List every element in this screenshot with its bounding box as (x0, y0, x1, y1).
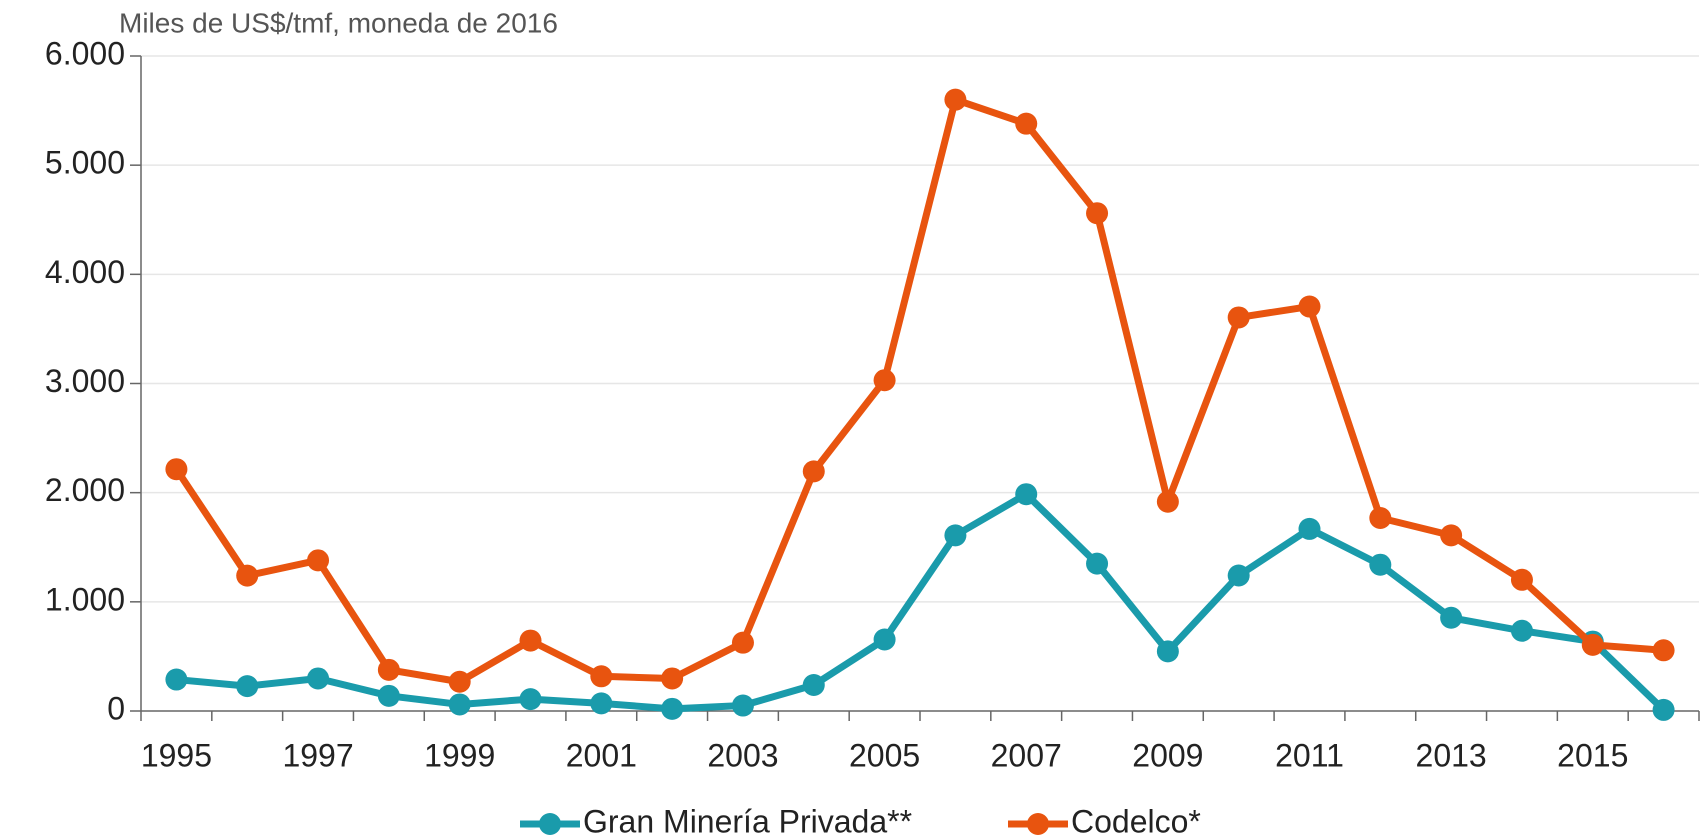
series-line (173, 96, 1664, 686)
data-point (731, 694, 754, 717)
x-tick-label: 2003 (707, 737, 778, 773)
data-point (944, 524, 967, 547)
legend-marker (539, 813, 561, 835)
x-tick-label: 1995 (141, 737, 212, 773)
y-tick-label: 6.000 (45, 35, 125, 71)
data-point (236, 675, 259, 698)
y-tick-label: 5.000 (45, 145, 125, 181)
x-tick-label: 1997 (282, 737, 353, 773)
data-point (1015, 483, 1038, 506)
data-point (731, 631, 754, 654)
x-tick-label: 2013 (1416, 737, 1487, 773)
data-point (448, 693, 471, 716)
data-point (1298, 295, 1321, 318)
data-point (1298, 517, 1321, 540)
data-point (165, 458, 188, 481)
data-point (1581, 633, 1604, 656)
data-point (1652, 698, 1675, 721)
x-tick-label: 2015 (1557, 737, 1628, 773)
data-point (519, 688, 542, 711)
x-tick-label: 2005 (849, 737, 920, 773)
data-point (1652, 639, 1675, 662)
series-line (176, 490, 1667, 713)
data-point (1440, 606, 1463, 629)
x-tick-label: 2009 (1132, 737, 1203, 773)
legend-label: Codelco* (1071, 803, 1201, 839)
data-point (661, 667, 684, 690)
data-point (873, 369, 896, 392)
data-point (590, 692, 613, 715)
data-point (1086, 552, 1109, 575)
data-point (1227, 564, 1250, 587)
y-tick-label: 4.000 (45, 254, 125, 290)
x-tick-label: 2007 (991, 737, 1062, 773)
data-point (1440, 524, 1463, 547)
data-point (802, 460, 825, 483)
data-point (307, 549, 330, 572)
data-point (1510, 619, 1533, 642)
data-point (1369, 553, 1392, 576)
data-point (519, 629, 542, 652)
data-point (377, 658, 400, 681)
data-point (944, 88, 967, 111)
data-point (1156, 640, 1179, 663)
data-point (590, 665, 613, 688)
data-point (307, 667, 330, 690)
data-point (236, 564, 259, 587)
y-tick-label: 1.000 (45, 581, 125, 617)
y-tick-label: 2.000 (45, 472, 125, 508)
y-tick-label: 3.000 (45, 363, 125, 399)
data-point (661, 697, 684, 720)
x-tick-label: 1999 (424, 737, 495, 773)
data-point (165, 668, 188, 691)
y-axis-label: Miles de US$/tmf, moneda de 2016 (119, 7, 558, 38)
data-point (1227, 306, 1250, 329)
data-point (1369, 506, 1392, 529)
data-point (802, 674, 825, 697)
data-point (1156, 490, 1179, 513)
data-point (448, 670, 471, 693)
data-point (873, 628, 896, 651)
data-point (1015, 112, 1038, 135)
data-point (1510, 568, 1533, 591)
data-point (377, 684, 400, 707)
y-tick-label: 0 (107, 690, 125, 726)
legend-label: Gran Minería Privada** (583, 803, 912, 839)
x-tick-label: 2011 (1275, 737, 1344, 773)
data-point (1086, 202, 1109, 225)
x-tick-label: 2001 (566, 737, 637, 773)
legend-marker (1027, 813, 1049, 835)
